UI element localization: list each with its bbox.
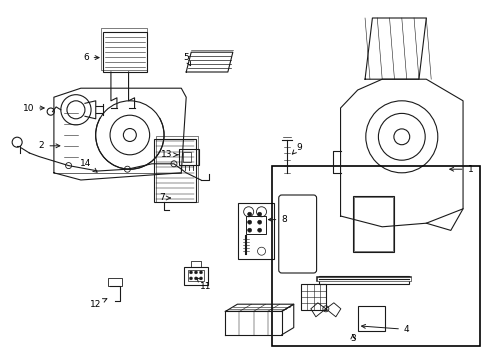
Text: 12: 12 xyxy=(90,299,107,309)
Circle shape xyxy=(190,277,193,280)
Text: 9: 9 xyxy=(293,143,302,154)
Text: 10: 10 xyxy=(23,104,44,112)
Circle shape xyxy=(199,271,202,274)
Text: 2: 2 xyxy=(39,141,60,150)
Bar xyxy=(103,32,147,72)
Text: 7: 7 xyxy=(159,194,171,202)
Text: 14: 14 xyxy=(80,159,97,172)
Text: 1: 1 xyxy=(450,165,473,174)
Text: 4: 4 xyxy=(362,324,410,334)
Circle shape xyxy=(247,228,252,232)
Bar xyxy=(358,306,385,331)
Bar xyxy=(301,284,326,310)
Bar xyxy=(179,149,198,165)
Bar xyxy=(272,166,480,346)
Bar xyxy=(154,139,196,202)
Circle shape xyxy=(247,220,252,224)
Bar xyxy=(188,270,204,282)
Bar xyxy=(353,196,394,252)
Text: 6: 6 xyxy=(83,53,99,62)
Circle shape xyxy=(195,271,197,274)
Circle shape xyxy=(190,271,193,274)
Bar xyxy=(318,276,409,284)
Circle shape xyxy=(247,212,252,216)
Bar xyxy=(245,216,267,234)
Circle shape xyxy=(195,277,197,280)
Text: 11: 11 xyxy=(197,278,212,291)
Circle shape xyxy=(258,220,262,224)
Text: 13: 13 xyxy=(161,150,178,159)
Text: 5: 5 xyxy=(183,53,191,66)
Bar xyxy=(238,203,274,259)
Text: 8: 8 xyxy=(269,215,287,224)
Bar xyxy=(184,267,208,285)
Bar xyxy=(108,278,122,285)
Circle shape xyxy=(199,277,202,280)
Circle shape xyxy=(258,228,262,232)
Circle shape xyxy=(258,212,262,216)
Bar xyxy=(183,152,191,162)
Text: 3: 3 xyxy=(350,334,356,343)
Bar xyxy=(101,28,147,70)
Bar xyxy=(156,136,198,202)
Bar xyxy=(354,197,393,251)
